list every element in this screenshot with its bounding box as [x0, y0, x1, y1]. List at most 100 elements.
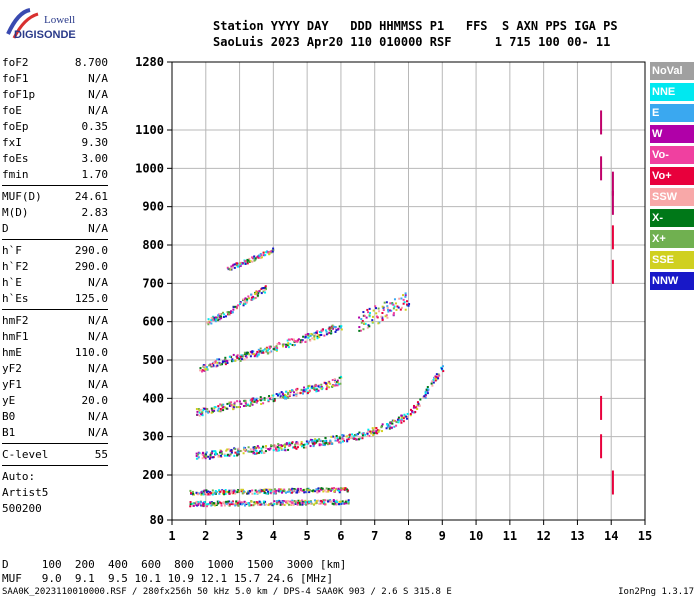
y-tick-label: 300: [142, 430, 164, 444]
echo-point: [325, 441, 328, 444]
echo-point: [317, 439, 320, 442]
echo-point: [287, 338, 290, 341]
echo-point: [224, 492, 227, 495]
echo-point: [214, 502, 217, 505]
x-tick-label: 13: [570, 529, 584, 543]
echo-point: [321, 487, 324, 490]
echo-point: [273, 492, 276, 495]
echo-point: [392, 303, 395, 306]
echo-point: [209, 453, 212, 456]
echo-point: [214, 316, 217, 319]
echo-point: [231, 500, 234, 503]
echo-point: [328, 327, 331, 330]
echo-point: [210, 317, 213, 320]
echo-point: [275, 500, 278, 503]
echo-point: [249, 350, 252, 353]
echo-point: [275, 348, 278, 351]
echo-point: [236, 306, 239, 309]
echo-point: [600, 110, 603, 135]
echo-point: [236, 452, 239, 455]
echo-point: [302, 389, 305, 392]
echo-point: [309, 502, 312, 505]
param-value: 290.0: [74, 244, 108, 257]
echo-point: [289, 488, 292, 491]
echo-point: [265, 445, 268, 448]
echo-point: [255, 401, 258, 404]
echo-point: [389, 302, 392, 305]
echo-point: [252, 297, 255, 300]
echo-point: [239, 262, 242, 265]
echo-point: [240, 354, 243, 357]
echo-point: [309, 438, 312, 441]
echo-point: [229, 268, 232, 271]
echo-trace: [358, 292, 411, 332]
echo-point: [283, 444, 286, 447]
echo-point: [267, 251, 270, 254]
echo-point: [280, 391, 283, 394]
echo-point: [246, 492, 249, 495]
echo-point: [189, 505, 192, 508]
echo-point: [264, 450, 267, 453]
param-row: foF2 8.700: [2, 55, 108, 71]
echo-trace: [189, 487, 350, 496]
echo-point: [345, 502, 348, 505]
echo-point: [409, 414, 412, 417]
echo-point: [226, 361, 229, 364]
echo-point: [389, 426, 392, 429]
echo-point: [438, 374, 441, 377]
echo-point: [304, 446, 307, 449]
echo-point: [204, 364, 207, 367]
echo-point: [258, 489, 261, 492]
echo-point: [236, 354, 239, 357]
echo-point: [217, 500, 220, 503]
echo-point: [201, 453, 204, 456]
echo-point: [281, 501, 284, 504]
echo-point: [332, 325, 335, 328]
echo-point: [232, 308, 235, 311]
echo-point: [253, 255, 256, 258]
echo-point: [263, 254, 266, 257]
x-tick-label: 3: [236, 529, 243, 543]
echo-point: [251, 352, 254, 355]
echo-point: [195, 457, 198, 460]
echo-point: [207, 455, 210, 458]
echo-point: [284, 446, 287, 449]
echo-point: [234, 448, 237, 451]
echo-point: [246, 351, 249, 354]
param-value: N/A: [88, 276, 108, 289]
echo-point: [277, 341, 280, 344]
echo-point: [224, 361, 227, 364]
echo-trace: [199, 324, 343, 373]
echo-point: [253, 452, 256, 455]
echo-point: [441, 365, 444, 368]
echo-point: [247, 492, 250, 495]
echo-point: [286, 502, 289, 505]
echo-point: [304, 501, 307, 504]
echo-point: [376, 429, 379, 432]
echo-point: [303, 491, 306, 494]
echo-point: [324, 442, 327, 445]
echo-point: [326, 384, 329, 387]
legend-item: SSW: [650, 188, 694, 206]
echo-point: [330, 489, 333, 492]
echo-point: [245, 503, 248, 506]
y-tick-label: 900: [142, 200, 164, 214]
echo-point: [385, 427, 388, 430]
echo-point: [236, 265, 239, 268]
echo-point: [343, 487, 346, 490]
echo-point: [246, 301, 249, 304]
param-row: B0 N/A: [2, 409, 108, 425]
echo-point: [285, 395, 288, 398]
param-value: 110.0: [74, 346, 108, 359]
echo-point: [288, 441, 291, 444]
echo-point: [273, 399, 276, 402]
echo-point: [232, 353, 235, 356]
echo-point: [434, 379, 437, 382]
muf-distance-row: D 100 200 400 600 800 1000 1500 3000 [km…: [2, 558, 347, 571]
echo-point: [264, 291, 267, 294]
echo-point: [407, 304, 410, 307]
echo-point: [323, 334, 326, 337]
echo-point: [308, 440, 311, 443]
echo-point: [307, 489, 310, 492]
echo-point: [398, 419, 401, 422]
